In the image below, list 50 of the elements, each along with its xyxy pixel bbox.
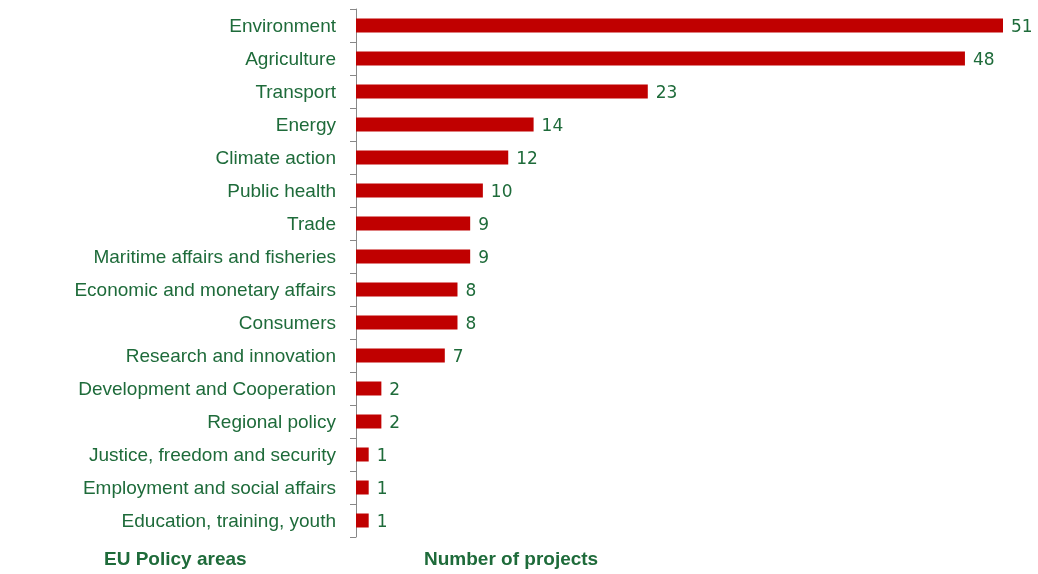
y-tick-label: Trade xyxy=(287,213,336,234)
bar xyxy=(356,315,458,330)
y-tick-label: Transport xyxy=(255,81,337,102)
y-tick-label: Economic and monetary affairs xyxy=(74,279,336,300)
bar xyxy=(356,51,965,66)
y-tick-label: Maritime affairs and fisheries xyxy=(93,246,336,267)
data-label: 9 xyxy=(478,213,489,234)
data-label: 8 xyxy=(465,279,477,300)
y-axis-title: EU Policy areas xyxy=(104,548,247,569)
data-label: 10 xyxy=(490,180,513,201)
y-tick-label: Education, training, youth xyxy=(121,510,336,531)
bar xyxy=(356,84,648,99)
data-label: 2 xyxy=(389,411,401,432)
data-label: 2 xyxy=(389,378,401,399)
x-axis-title: Number of projects xyxy=(424,548,599,569)
bar xyxy=(356,480,369,495)
bar xyxy=(356,282,458,297)
bar xyxy=(356,183,483,198)
y-tick-label: Environment xyxy=(229,15,337,36)
y-tick-label: Regional policy xyxy=(207,411,337,432)
bar xyxy=(356,150,509,165)
y-tick-label: Agriculture xyxy=(245,48,336,69)
bar xyxy=(356,18,1003,33)
data-label: 1 xyxy=(376,477,388,498)
y-tick-label: Justice, freedom and security xyxy=(88,444,337,465)
y-tick-label: Development and Cooperation xyxy=(78,378,336,399)
y-tick-label: Climate action xyxy=(215,147,336,168)
data-label: 1 xyxy=(376,510,388,531)
data-label: 51 xyxy=(1011,15,1033,36)
bar xyxy=(356,216,471,231)
y-tick-label: Research and innovation xyxy=(125,345,336,366)
data-label: 48 xyxy=(972,48,995,69)
bar xyxy=(356,447,369,462)
data-label: 1 xyxy=(376,444,388,465)
data-label: 14 xyxy=(541,114,564,135)
y-tick-label: Energy xyxy=(275,114,337,135)
y-tick-label: Employment and social affairs xyxy=(82,477,336,498)
bar xyxy=(356,513,369,528)
data-label: 8 xyxy=(465,312,477,333)
data-label: 23 xyxy=(655,81,678,102)
bar xyxy=(356,381,382,396)
data-label: 9 xyxy=(478,246,489,267)
bar xyxy=(356,414,382,429)
bar xyxy=(356,117,534,132)
bar xyxy=(356,249,471,264)
bar xyxy=(356,348,445,363)
data-label: 7 xyxy=(452,345,464,366)
y-tick-label: Public health xyxy=(227,180,336,201)
data-label: 12 xyxy=(516,147,538,168)
y-tick-label: Consumers xyxy=(238,312,336,333)
